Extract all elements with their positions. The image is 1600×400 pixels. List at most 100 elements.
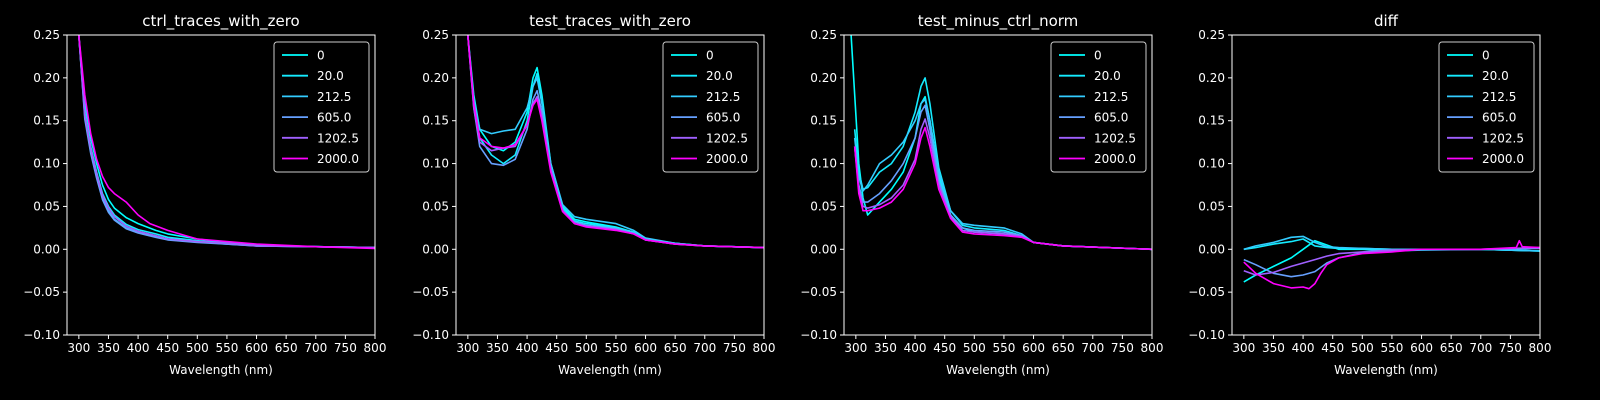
y-tick-label: 0.15	[810, 114, 837, 128]
subplot-4: diff 300 350 400 450 500 550 600 650 700 750 800 −0.…	[1188, 12, 1551, 377]
legend-box	[662, 41, 759, 173]
subplot-1: ctrl_traces_with_zero 300 350 400 450 500 550 6…	[23, 12, 386, 377]
x-tick-label: 800	[1141, 341, 1164, 355]
x-tick-label: 500	[186, 341, 209, 355]
x-tick-label: 800	[753, 341, 776, 355]
x-tick-label: 700	[304, 341, 327, 355]
chart-title: test_traces_with_zero	[529, 12, 691, 31]
x-tick-label: 550	[215, 341, 238, 355]
x-tick-label: 750	[723, 341, 746, 355]
axes-frame	[1231, 34, 1541, 336]
axes-frame	[66, 34, 376, 336]
legend-label: 212.5	[317, 90, 351, 104]
x-tick-label: 500	[1351, 341, 1374, 355]
legend-label: 605.0	[1482, 111, 1516, 125]
y-tick-label: −0.05	[1188, 285, 1225, 299]
legend-label: 2000.0	[1482, 152, 1524, 166]
x-tick-label: 700	[1469, 341, 1492, 355]
y-tick-label: −0.10	[23, 328, 60, 342]
y-tick-label: 0.15	[1198, 114, 1225, 128]
x-axis-label: Wavelength (nm)	[946, 363, 1050, 377]
x-tick-label: 450	[156, 341, 179, 355]
series-line-1202-5	[78, 35, 375, 249]
series-group	[850, 35, 1152, 251]
series-line-2000-0	[853, 126, 1152, 251]
series-group	[467, 35, 764, 249]
y-tick-label: 0.20	[33, 71, 60, 85]
y-tick-label: 0.20	[810, 71, 837, 85]
legend-label: 2000.0	[706, 152, 748, 166]
x-tick-label: 300	[844, 341, 867, 355]
x-tick-label: 350	[874, 341, 897, 355]
series-line-605-0	[853, 104, 1152, 251]
series-group	[1243, 235, 1540, 290]
legend-label: 605.0	[1094, 111, 1128, 125]
x-axis-label: Wavelength (nm)	[169, 363, 273, 377]
y-tick-label: 0.05	[422, 199, 449, 213]
x-tick-label: 400	[516, 341, 539, 355]
y-tick-label: 0.25	[810, 28, 837, 42]
chart-title: test_minus_ctrl_norm	[918, 12, 1079, 31]
x-tick-label: 750	[1499, 341, 1522, 355]
y-tick-label: 0.00	[1198, 242, 1225, 256]
x-tick-label: 350	[1262, 341, 1285, 355]
y-tick-label: 0.20	[422, 71, 449, 85]
x-tick-label: 450	[545, 341, 568, 355]
legend-label: 0	[1094, 49, 1102, 63]
x-tick-label: 650	[664, 341, 687, 355]
legend-label: 605.0	[706, 111, 740, 125]
y-tick-label: 0.00	[810, 242, 837, 256]
x-tick-label: 450	[1321, 341, 1344, 355]
series-group	[78, 35, 375, 250]
y-tick-label: 0.25	[1198, 28, 1225, 42]
chart-title: ctrl_traces_with_zero	[142, 12, 299, 31]
series-line-2000-0	[1243, 239, 1540, 290]
y-tick-label: −0.05	[800, 285, 837, 299]
x-tick-label: 650	[1440, 341, 1463, 355]
x-tick-label: 800	[1529, 341, 1552, 355]
legend-label: 0	[706, 49, 714, 63]
legend-box	[1438, 41, 1535, 173]
y-tick-label: 0.10	[33, 157, 60, 171]
legend-label: 0	[317, 49, 325, 63]
legend-label: 2000.0	[317, 152, 359, 166]
x-tick-label: 500	[575, 341, 598, 355]
legend: 0 20.0 212.5 605.0 1202.5 2000.0	[273, 41, 370, 173]
y-tick-label: 0.10	[422, 157, 449, 171]
x-tick-label: 650	[1052, 341, 1075, 355]
legend-label: 1202.5	[317, 131, 359, 145]
x-axis-label: Wavelength (nm)	[1334, 363, 1438, 377]
x-tick-label: 550	[1380, 341, 1403, 355]
subplot-3: test_minus_ctrl_norm 300 350 400 450 500 550 60…	[800, 12, 1163, 377]
x-tick-label: 450	[933, 341, 956, 355]
series-line-1202-5	[853, 118, 1152, 251]
axes-frame	[455, 34, 765, 336]
legend-label: 212.5	[1482, 90, 1516, 104]
x-tick-label: 300	[67, 341, 90, 355]
legend-label: 605.0	[317, 111, 351, 125]
x-tick-label: 400	[1292, 341, 1315, 355]
x-tick-label: 700	[693, 341, 716, 355]
y-tick-label: 0.05	[33, 199, 60, 213]
chart-title: diff	[1374, 12, 1399, 30]
series-line-2000-0	[78, 35, 375, 250]
x-tick-label: 300	[456, 341, 479, 355]
x-tick-label: 400	[127, 341, 150, 355]
legend: 0 20.0 212.5 605.0 1202.5 2000.0	[662, 41, 759, 173]
x-tick-label: 750	[1111, 341, 1134, 355]
legend-label: 0	[1482, 49, 1490, 63]
axes-frame	[843, 34, 1153, 336]
series-line-212-5	[853, 98, 1152, 251]
x-tick-label: 600	[1410, 341, 1433, 355]
x-tick-label: 700	[1081, 341, 1104, 355]
y-tick-label: 0.05	[810, 199, 837, 213]
series-line-2000-0	[467, 35, 764, 249]
y-tick-label: −0.10	[412, 328, 449, 342]
legend-label: 20.0	[317, 69, 344, 83]
x-tick-label: 350	[97, 341, 120, 355]
x-tick-label: 300	[1232, 341, 1255, 355]
x-tick-label: 550	[992, 341, 1015, 355]
y-tick-label: −0.10	[800, 328, 837, 342]
legend-label: 212.5	[1094, 90, 1128, 104]
legend-label: 1202.5	[706, 131, 748, 145]
